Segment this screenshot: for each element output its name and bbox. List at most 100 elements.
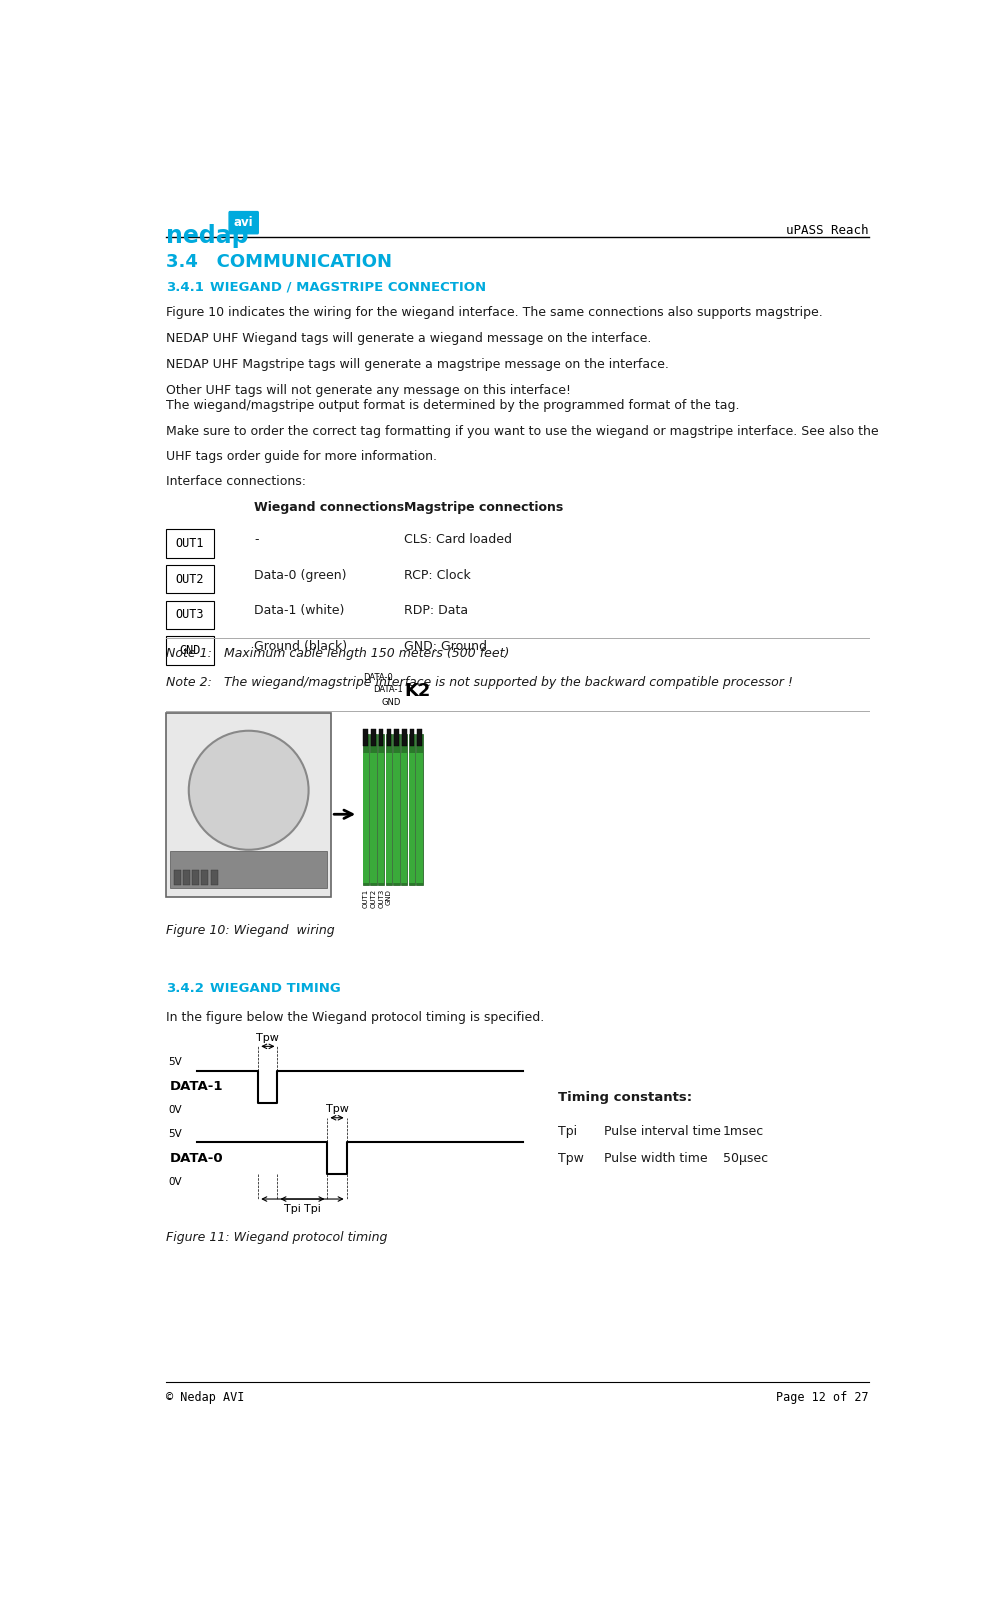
Text: Pulse width time: Pulse width time	[604, 1153, 708, 1166]
FancyBboxPatch shape	[386, 729, 391, 745]
Text: Interface connections:: Interface connections:	[166, 475, 306, 488]
FancyBboxPatch shape	[379, 729, 384, 745]
Text: 1msec: 1msec	[722, 1126, 764, 1138]
FancyBboxPatch shape	[409, 753, 415, 883]
FancyBboxPatch shape	[379, 734, 385, 886]
Text: Data-1 (white): Data-1 (white)	[255, 604, 345, 617]
FancyBboxPatch shape	[166, 529, 214, 558]
Text: Pulse interval time: Pulse interval time	[604, 1126, 720, 1138]
FancyBboxPatch shape	[166, 713, 331, 897]
FancyBboxPatch shape	[170, 851, 327, 887]
Text: WIEGAND TIMING: WIEGAND TIMING	[210, 982, 341, 995]
FancyBboxPatch shape	[363, 753, 369, 883]
FancyBboxPatch shape	[402, 729, 406, 745]
FancyBboxPatch shape	[385, 753, 391, 883]
Text: UHF tags order guide for more information.: UHF tags order guide for more informatio…	[166, 451, 437, 464]
Text: Page 12 of 27: Page 12 of 27	[776, 1391, 869, 1404]
Text: The wiegand/magstripe interface is not supported by the backward compatible proc: The wiegand/magstripe interface is not s…	[224, 676, 793, 689]
Text: In the figure below the Wiegand protocol timing is specified.: In the figure below the Wiegand protocol…	[166, 1011, 544, 1023]
Text: Tpw: Tpw	[558, 1153, 584, 1166]
Text: GND: GND	[382, 697, 401, 707]
Text: CLS: Card loaded: CLS: Card loaded	[404, 532, 512, 545]
Text: Tpi: Tpi	[284, 1204, 301, 1214]
Text: Tpi: Tpi	[558, 1126, 577, 1138]
FancyBboxPatch shape	[401, 753, 407, 883]
Text: Data-0 (green): Data-0 (green)	[255, 569, 347, 582]
FancyBboxPatch shape	[229, 211, 259, 233]
Text: DATA-0: DATA-0	[364, 673, 393, 681]
Text: Figure 10 indicates the wiring for the wiegand interface. The same connections a: Figure 10 indicates the wiring for the w…	[166, 307, 823, 320]
Text: Ground (black): Ground (black)	[255, 640, 348, 652]
Text: Wiegand connections: Wiegand connections	[255, 500, 404, 513]
FancyBboxPatch shape	[371, 734, 377, 886]
Text: Tpw: Tpw	[326, 1103, 349, 1115]
Text: RCP: Clock: RCP: Clock	[404, 569, 471, 582]
FancyBboxPatch shape	[417, 729, 422, 745]
Text: Magstripe connections: Magstripe connections	[404, 500, 564, 513]
FancyBboxPatch shape	[409, 729, 414, 745]
FancyBboxPatch shape	[372, 729, 376, 745]
Text: © Nedap AVI: © Nedap AVI	[166, 1391, 245, 1404]
Text: 5V: 5V	[168, 1129, 182, 1138]
FancyBboxPatch shape	[379, 753, 385, 883]
FancyBboxPatch shape	[183, 870, 190, 886]
FancyBboxPatch shape	[401, 734, 407, 886]
FancyBboxPatch shape	[393, 734, 399, 886]
Text: 3.4.1: 3.4.1	[166, 280, 204, 294]
Text: Maximum cable length 150 meters (500 feet): Maximum cable length 150 meters (500 fee…	[224, 648, 509, 660]
FancyBboxPatch shape	[166, 564, 214, 593]
Text: DATA-1: DATA-1	[170, 1081, 223, 1094]
Text: OUT2: OUT2	[371, 889, 377, 908]
Text: DATA-0: DATA-0	[170, 1151, 224, 1166]
Text: 0V: 0V	[168, 1105, 182, 1116]
FancyBboxPatch shape	[385, 734, 391, 886]
Text: OUT3: OUT3	[175, 608, 204, 622]
Text: 3.4.2: 3.4.2	[166, 982, 204, 995]
Text: OUT1: OUT1	[175, 537, 204, 550]
FancyBboxPatch shape	[166, 601, 214, 628]
Text: Other UHF tags will not generate any message on this interface!: Other UHF tags will not generate any mes…	[166, 384, 571, 397]
Text: Timing constants:: Timing constants:	[558, 1091, 692, 1103]
FancyBboxPatch shape	[393, 753, 399, 883]
Text: RDP: Data: RDP: Data	[404, 604, 469, 617]
Text: GND: GND	[179, 644, 200, 657]
Text: DATA-1: DATA-1	[373, 686, 402, 694]
Text: 50µsec: 50µsec	[722, 1153, 768, 1166]
FancyBboxPatch shape	[409, 734, 415, 886]
Text: Figure 11: Wiegand protocol timing: Figure 11: Wiegand protocol timing	[166, 1231, 387, 1244]
FancyBboxPatch shape	[371, 753, 377, 883]
Text: The wiegand/magstripe output format is determined by the programmed format of th: The wiegand/magstripe output format is d…	[166, 398, 739, 411]
Text: 5V: 5V	[168, 1057, 182, 1067]
FancyBboxPatch shape	[363, 734, 369, 886]
Text: Tpi: Tpi	[303, 1204, 320, 1214]
Text: OUT3: OUT3	[379, 889, 385, 908]
FancyBboxPatch shape	[166, 636, 214, 665]
Text: Make sure to order the correct tag formatting if you want to use the wiegand or : Make sure to order the correct tag forma…	[166, 425, 879, 438]
Text: nedap: nedap	[166, 224, 249, 248]
Text: Note 2:: Note 2:	[166, 676, 212, 689]
Ellipse shape	[188, 731, 308, 849]
Text: uPASS Reach: uPASS Reach	[787, 224, 869, 237]
Text: avi: avi	[234, 216, 254, 229]
Text: K2: K2	[404, 683, 430, 700]
Text: NEDAP UHF Magstripe tags will generate a magstripe message on the interface.: NEDAP UHF Magstripe tags will generate a…	[166, 358, 669, 371]
FancyBboxPatch shape	[173, 870, 180, 886]
Text: Figure 10: Wiegand  wiring: Figure 10: Wiegand wiring	[166, 924, 335, 937]
Text: GND: GND	[385, 889, 391, 905]
FancyBboxPatch shape	[192, 870, 199, 886]
Text: OUT1: OUT1	[363, 889, 369, 908]
Text: NEDAP UHF Wiegand tags will generate a wiegand message on the interface.: NEDAP UHF Wiegand tags will generate a w…	[166, 333, 651, 345]
Text: 0V: 0V	[168, 1177, 182, 1186]
Text: 3.4   COMMUNICATION: 3.4 COMMUNICATION	[166, 253, 392, 272]
FancyBboxPatch shape	[364, 729, 368, 745]
Text: -: -	[255, 532, 259, 545]
FancyBboxPatch shape	[211, 870, 218, 886]
Text: WIEGAND / MAGSTRIPE CONNECTION: WIEGAND / MAGSTRIPE CONNECTION	[210, 280, 486, 294]
FancyBboxPatch shape	[201, 870, 208, 886]
Text: GND: Ground: GND: Ground	[404, 640, 488, 652]
Text: OUT2: OUT2	[175, 572, 204, 585]
FancyBboxPatch shape	[416, 753, 422, 883]
FancyBboxPatch shape	[416, 734, 422, 886]
FancyBboxPatch shape	[394, 729, 398, 745]
Text: Note 1:: Note 1:	[166, 648, 212, 660]
